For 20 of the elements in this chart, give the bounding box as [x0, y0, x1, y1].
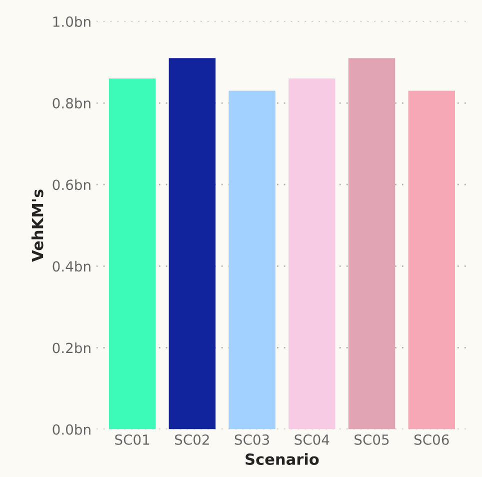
y-axis-title: VehKM's [31, 190, 44, 262]
y-tick-label: 0.2bn [52, 342, 90, 354]
bar [408, 90, 455, 430]
bar [348, 58, 396, 430]
y-tick-label: 0.6bn [52, 179, 90, 190]
x-tick-label: SC03 [234, 434, 270, 445]
bar [108, 78, 156, 430]
bar [228, 90, 276, 430]
x-tick-label: SC02 [175, 434, 209, 445]
x-tick-label: SC04 [294, 434, 330, 445]
x-tick-label: SC01 [115, 434, 150, 445]
y-tick-label: 1.0bn [53, 16, 90, 27]
x-tick-label: SC06 [414, 434, 449, 445]
y-tick-label: 0.0bn [52, 424, 90, 435]
y-tick-label: 0.4bn [52, 260, 90, 272]
x-axis-title: Scenario [246, 453, 319, 465]
bar [288, 78, 336, 430]
bar [168, 58, 216, 430]
x-tick-label: SC05 [354, 434, 389, 445]
y-tick-label: 0.8bn [52, 98, 90, 109]
